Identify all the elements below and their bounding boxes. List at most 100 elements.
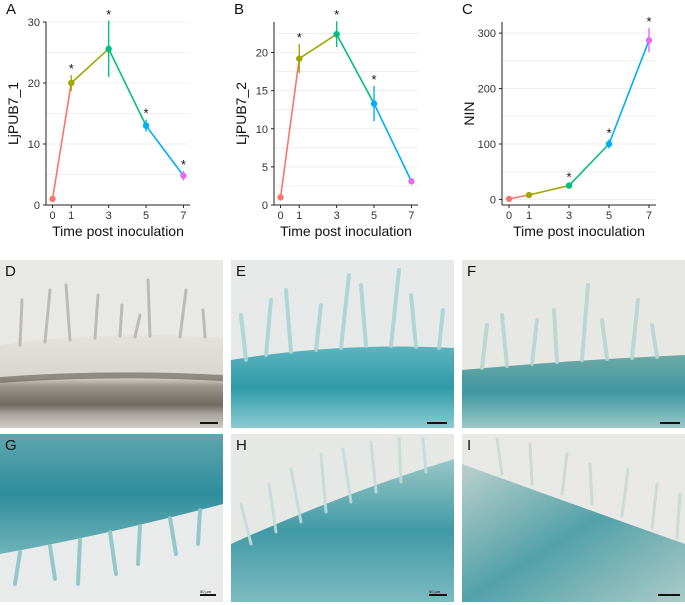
chart-panel-b: B 0 5 10 15 20 0 1 3 5 7 Time post inoculation LjPUB… xyxy=(228,0,456,245)
y-axis-title: NIN xyxy=(461,101,477,125)
x-axis-title: Time post inoculation xyxy=(52,223,184,239)
data-point xyxy=(68,79,75,87)
micrograph-e: E xyxy=(231,260,454,428)
y-tick-label: 200 xyxy=(478,84,496,96)
significance-star: * xyxy=(334,7,339,22)
scale-bar xyxy=(427,422,447,424)
data-point xyxy=(180,172,187,179)
panel-letter-i: I xyxy=(467,437,472,454)
gridlines xyxy=(46,21,190,206)
data-point xyxy=(370,100,378,107)
series-line-segment xyxy=(373,103,413,182)
series-line-segment xyxy=(145,125,185,177)
series-line-segment xyxy=(298,33,338,60)
y-axis-title: LjPUB7_2 xyxy=(233,82,249,145)
scale-bar xyxy=(658,594,680,596)
x-tick-label: 1 xyxy=(526,210,532,222)
x-tick-label: 3 xyxy=(334,210,340,222)
data-point xyxy=(333,31,340,38)
y-tick-label: 10 xyxy=(28,139,40,151)
y-tick-label: 30 xyxy=(28,17,40,29)
scale-bar-label: 50 µm xyxy=(429,589,441,594)
panel-letter-g: G xyxy=(5,437,17,454)
significance-star: * xyxy=(606,126,611,141)
significance-star: * xyxy=(69,61,74,76)
micrograph-h-image xyxy=(231,434,454,602)
panel-letter-b: B xyxy=(234,1,244,18)
scale-bar xyxy=(429,594,447,596)
x-tick-label: 7 xyxy=(408,210,414,222)
data-point xyxy=(49,195,56,203)
y-tick-label: 20 xyxy=(256,48,268,60)
x-tick-label: 0 xyxy=(49,210,55,222)
panel-letter-h: H xyxy=(236,437,247,454)
data-point xyxy=(142,122,150,129)
micrograph-f: F xyxy=(462,260,685,428)
data-point xyxy=(408,178,415,185)
significance-star: * xyxy=(372,72,377,87)
gridlines xyxy=(274,33,418,206)
chart-panel-a: A 0 10 20 30 0 1 3 5 7 Time post inoculation LjPUB7… xyxy=(0,0,228,245)
panel-letter-e: E xyxy=(236,263,247,280)
data-point xyxy=(645,37,653,44)
micrograph-d-image xyxy=(0,260,223,428)
y-tick-label: 0 xyxy=(34,200,40,212)
significance-star: * xyxy=(297,30,302,45)
data-point xyxy=(565,182,573,189)
x-axis-title: Time post inoculation xyxy=(280,223,412,239)
significance-star: * xyxy=(144,106,149,121)
series-line-segment xyxy=(608,40,650,145)
series-line-segment xyxy=(51,82,73,200)
x-tick-label: 5 xyxy=(606,210,612,222)
y-tick-label: 15 xyxy=(256,86,268,98)
x-tick-label: 3 xyxy=(106,210,112,222)
y-tick-label: 300 xyxy=(478,28,496,40)
y-tick-label: 0 xyxy=(262,200,268,212)
data-point xyxy=(296,55,303,62)
x-tick-label: 5 xyxy=(371,210,377,222)
x-tick-label: 5 xyxy=(143,210,149,222)
data-point xyxy=(277,194,284,201)
series-line-segment xyxy=(107,48,147,127)
y-tick-label: 100 xyxy=(478,139,496,151)
micrograph-f-image xyxy=(462,260,685,428)
series-line-segment xyxy=(70,48,110,84)
scale-bar xyxy=(200,422,218,424)
x-tick-label: 3 xyxy=(566,210,572,222)
x-tick-label: 0 xyxy=(277,210,283,222)
micrograph-h: H 50 µm xyxy=(231,434,454,602)
series-line-segment xyxy=(335,33,375,104)
micrograph-g: G 50 µm xyxy=(0,434,223,602)
series-line-segment xyxy=(508,194,530,200)
scale-bar xyxy=(200,594,216,596)
series-line-segment xyxy=(568,143,610,187)
panel-letter-a: A xyxy=(6,1,16,18)
significance-star: * xyxy=(646,14,651,29)
series-line-segment xyxy=(279,58,301,198)
x-axis-title: Time post inoculation xyxy=(513,223,645,239)
y-tick-label: 0 xyxy=(490,194,496,206)
panel-letter-c: C xyxy=(462,1,473,18)
series-line-segment xyxy=(528,184,570,196)
micrograph-i-image xyxy=(462,434,685,602)
significance-star: * xyxy=(566,169,571,184)
panel-letter-f: F xyxy=(467,263,477,280)
gridlines xyxy=(502,32,656,200)
micrograph-i: I xyxy=(462,434,685,602)
data-point xyxy=(525,191,533,199)
micrograph-e-image xyxy=(231,260,454,428)
y-tick-label: 5 xyxy=(262,162,268,174)
micrograph-g-image xyxy=(0,434,223,602)
y-tick-label: 10 xyxy=(256,124,268,136)
panel-letter-d: D xyxy=(5,263,16,280)
data-point xyxy=(105,45,112,53)
significance-star: * xyxy=(181,157,186,172)
y-axis-title: LjPUB7_1 xyxy=(5,82,21,145)
data-point xyxy=(605,140,613,148)
x-tick-label: 1 xyxy=(296,210,302,222)
scale-bar-label: 50 µm xyxy=(200,589,212,594)
scale-bar xyxy=(660,422,680,424)
